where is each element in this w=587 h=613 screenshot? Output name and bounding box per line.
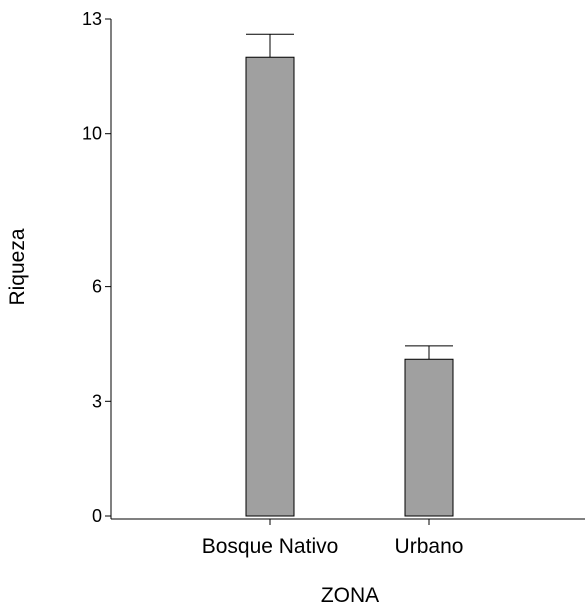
bars (245, 56, 454, 517)
y-ticks: 0 3 6 10 13 (82, 9, 111, 526)
y-tick-label: 10 (82, 124, 102, 144)
axes (110, 19, 585, 520)
bar-bosque-nativo (245, 56, 295, 517)
error-bars (246, 33, 453, 360)
y-tick-label: 3 (92, 391, 102, 411)
y-tick-label: 13 (82, 9, 102, 29)
x-axis-label: ZONA (321, 584, 379, 607)
y-tick-label: 0 (92, 506, 102, 526)
y-tick-label: 6 (92, 277, 102, 297)
x-tick-label: Urbano (395, 535, 464, 558)
x-tick-label: Bosque Nativo (202, 535, 339, 558)
y-axis-label: Riqueza (6, 228, 29, 305)
x-ticks: Bosque Nativo Urbano (202, 519, 464, 558)
bar-urbano (404, 358, 454, 517)
